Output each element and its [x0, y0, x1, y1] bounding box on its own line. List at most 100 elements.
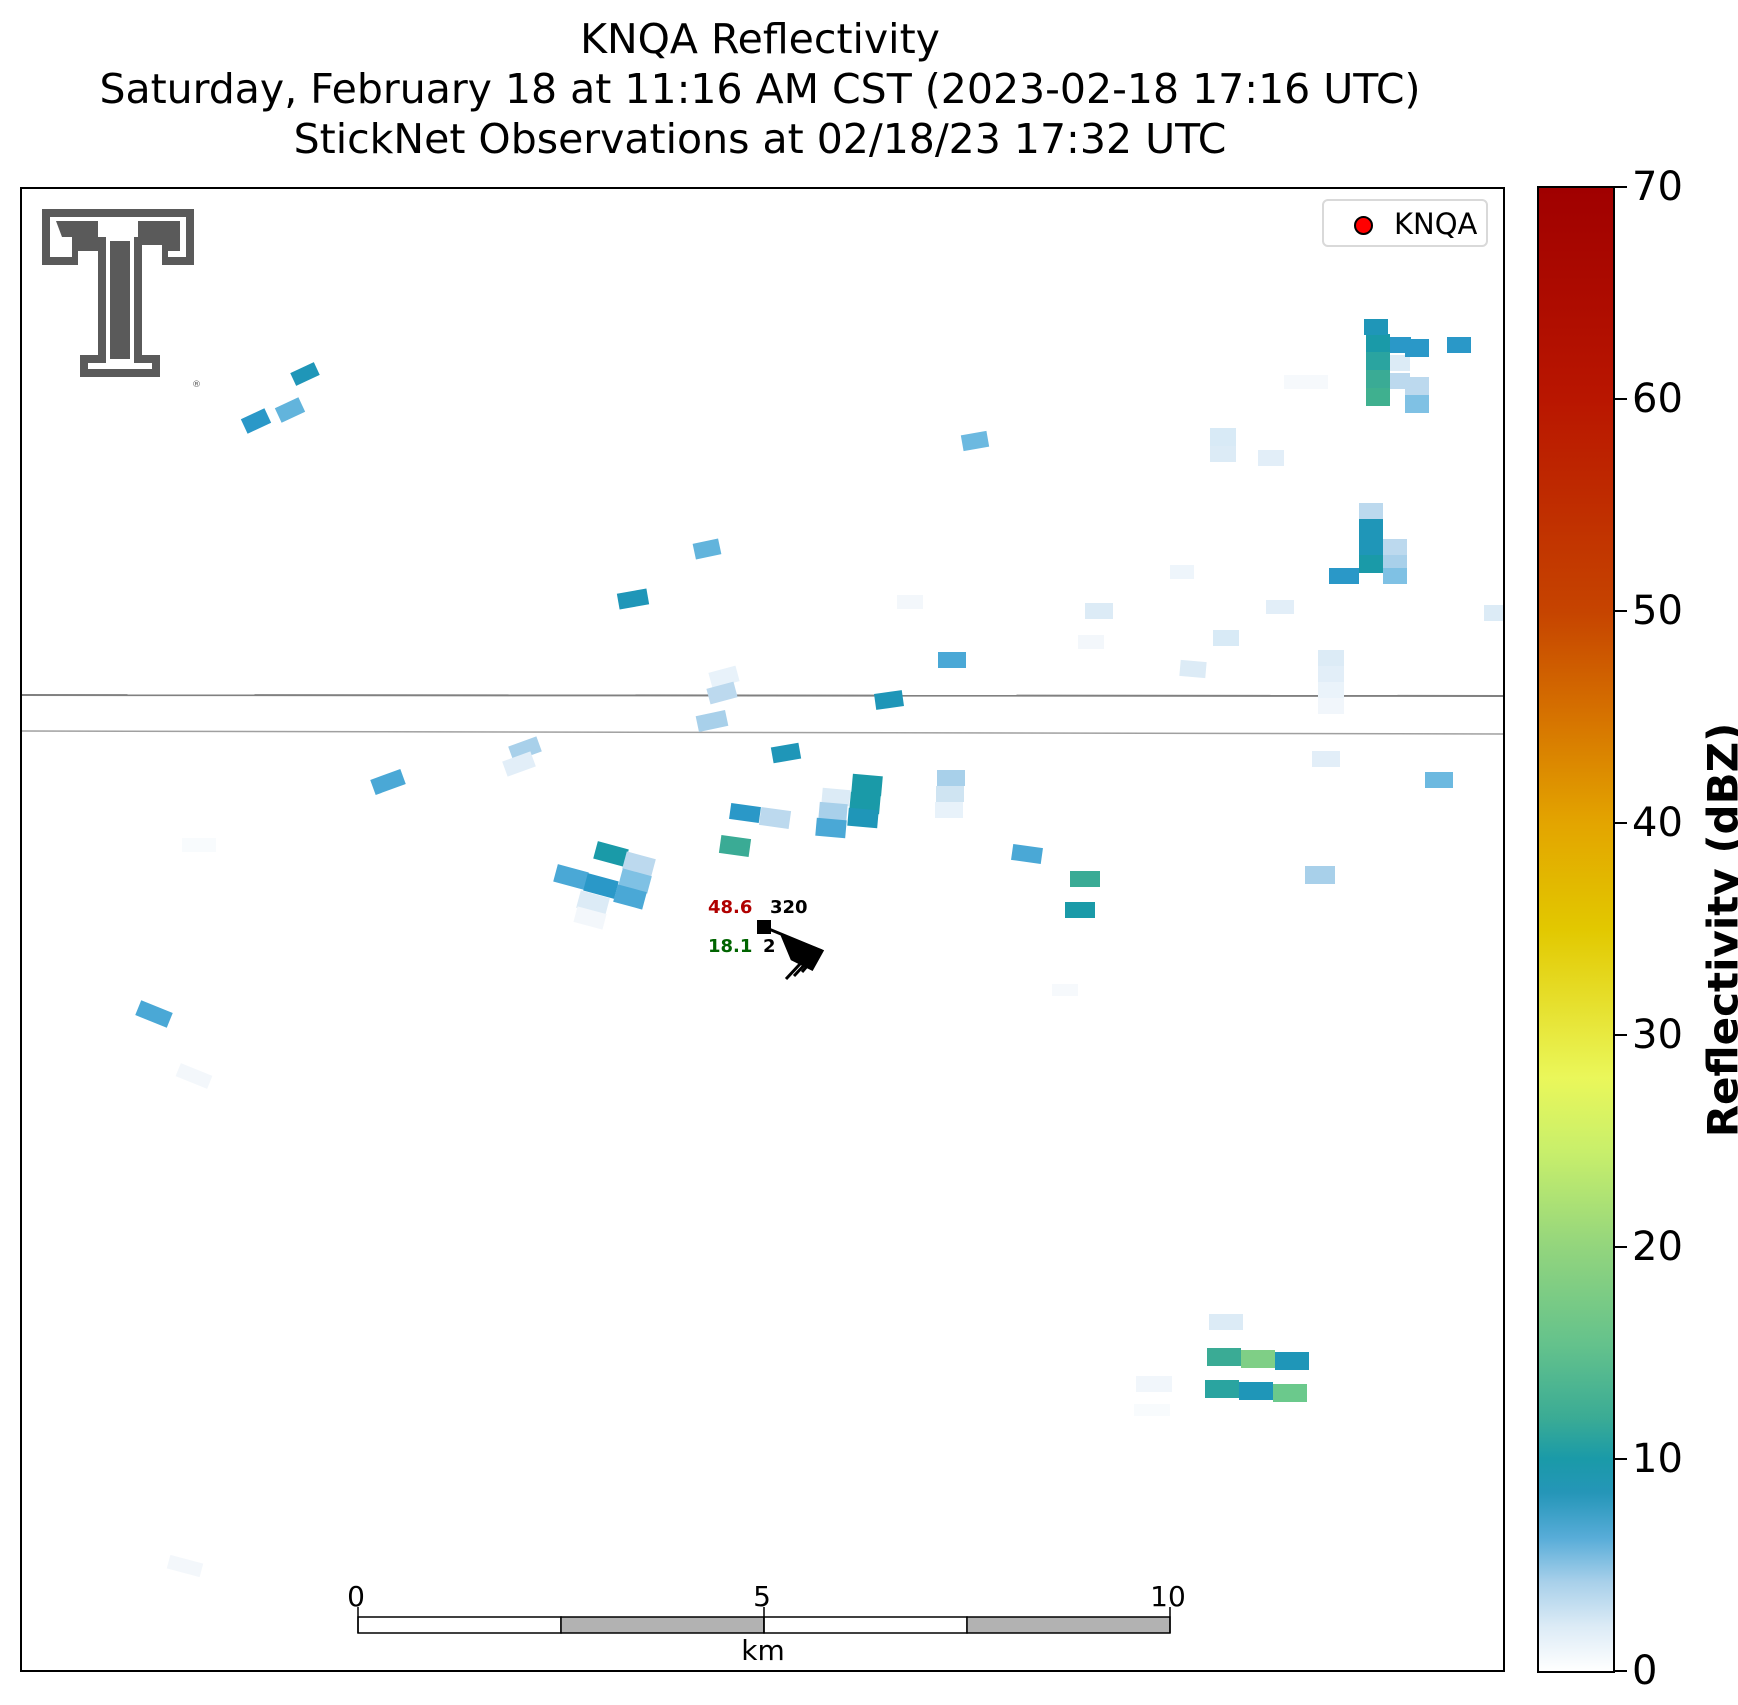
- gate: [1179, 659, 1207, 679]
- colorbar-label-40: 40: [1632, 800, 1683, 846]
- texas-tech-double-t-logo: ®: [42, 209, 201, 390]
- colorbar-tick-60: [1615, 398, 1627, 400]
- gate: [758, 806, 792, 830]
- gate: [274, 397, 306, 423]
- gate: [692, 538, 722, 560]
- gate: [1318, 650, 1344, 666]
- gate: [1134, 1404, 1170, 1416]
- colorbar-tick-10: [1615, 1458, 1627, 1460]
- gate: [818, 801, 848, 823]
- road-line-south: [22, 730, 1503, 735]
- gate: [1383, 539, 1407, 555]
- gate: [622, 851, 656, 877]
- gate: [1405, 395, 1429, 413]
- radar-map-canvas: ®: [22, 209, 1503, 1634]
- station-temperature: 48.6: [708, 897, 753, 918]
- gate: [1011, 843, 1043, 865]
- gate: [1383, 568, 1407, 584]
- gate: [1383, 555, 1407, 571]
- gate: [166, 1554, 204, 1578]
- gate: [1359, 555, 1383, 573]
- gate: [1170, 565, 1194, 579]
- colorbar-label-70: 70: [1632, 164, 1683, 210]
- gate: [1366, 334, 1390, 352]
- gate: [770, 742, 802, 764]
- colorbar-tick-0: [1615, 1670, 1627, 1672]
- gate: [847, 807, 879, 829]
- colorbar-label-30: 30: [1632, 1012, 1683, 1058]
- gate: [1405, 339, 1429, 357]
- gate: [1305, 866, 1335, 884]
- colorbar-label-50: 50: [1632, 588, 1683, 634]
- gate: [502, 751, 536, 777]
- svg-text:®: ®: [192, 380, 201, 390]
- wind-barb-icon: [763, 925, 825, 981]
- gate: [1386, 373, 1410, 389]
- gate: [1425, 772, 1453, 788]
- gate: [695, 710, 729, 732]
- gate: [1210, 446, 1236, 462]
- gate: [718, 834, 752, 858]
- gate: [1213, 630, 1239, 646]
- gate: [1366, 352, 1390, 370]
- gate: [936, 786, 964, 802]
- gate: [583, 873, 619, 899]
- gate: [1318, 682, 1344, 698]
- colorbar-tick-20: [1615, 1246, 1627, 1248]
- radar-map[interactable]: ®: [20, 187, 1505, 1672]
- gate: [1318, 666, 1344, 682]
- gate: [1258, 450, 1284, 466]
- gate: [135, 1000, 173, 1028]
- scale-bar-segment-3: [763, 1616, 968, 1634]
- gate: [1239, 1382, 1273, 1400]
- gate: [1266, 600, 1294, 614]
- gate: [573, 906, 607, 930]
- gate: [874, 690, 904, 710]
- gate: [1484, 605, 1503, 621]
- gate: [370, 769, 406, 795]
- scale-bar-segment-4: [966, 1616, 1171, 1634]
- gate: [897, 595, 923, 609]
- road-line-north: [22, 694, 1503, 697]
- gate: [1207, 1348, 1241, 1366]
- gate: [1329, 568, 1359, 584]
- gate: [1136, 1376, 1172, 1392]
- scale-label-10: 10: [1150, 1580, 1186, 1613]
- colorbar-label-10: 10: [1632, 1436, 1683, 1482]
- gate: [1273, 1384, 1307, 1402]
- gate: [851, 773, 883, 797]
- gate: [1405, 377, 1429, 395]
- gate: [1359, 537, 1383, 555]
- colorbar-tick-30: [1615, 1034, 1627, 1036]
- gate: [1275, 1352, 1309, 1370]
- gate: [821, 787, 851, 807]
- gate: [1205, 1380, 1239, 1398]
- scale-unit-label: km: [741, 1634, 785, 1667]
- gate: [1312, 751, 1340, 767]
- scale-bar-segment-2: [560, 1616, 765, 1634]
- gate: [240, 408, 272, 434]
- gate: [1241, 1350, 1275, 1368]
- map-legend: KNQA: [1322, 199, 1488, 247]
- legend-label: KNQA: [1394, 207, 1478, 241]
- gate: [1359, 503, 1383, 519]
- reflectivity-colorbar: [1537, 186, 1615, 1673]
- gate: [1065, 902, 1095, 918]
- gate: [938, 652, 966, 668]
- stick-net-station[interactable]: [757, 920, 825, 981]
- gate: [1085, 603, 1113, 619]
- gate: [960, 430, 990, 452]
- colorbar-tick-40: [1615, 822, 1627, 824]
- gate: [937, 770, 965, 786]
- gate: [1364, 319, 1388, 335]
- gate: [1366, 388, 1390, 406]
- colorbar-title: Reflectivity (dBZ): [1698, 722, 1738, 1138]
- gate: [553, 864, 589, 890]
- title-line-3: StickNet Observations at 02/18/23 17:32 …: [293, 115, 1227, 163]
- scale-bar-segment-1: [357, 1616, 562, 1634]
- gate: [1284, 375, 1328, 389]
- gate: [1318, 698, 1344, 714]
- gate: [182, 838, 216, 852]
- title-line-2: Saturday, February 18 at 11:16 AM CST (2…: [99, 65, 1421, 113]
- station-pressure: 320: [770, 897, 808, 918]
